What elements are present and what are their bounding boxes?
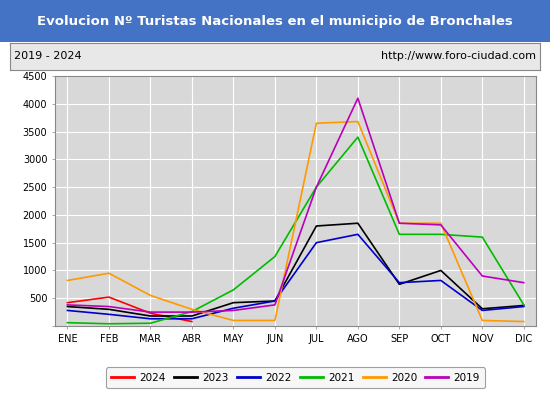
Text: 2019 - 2024: 2019 - 2024 [14, 51, 82, 61]
Legend: 2024, 2023, 2022, 2021, 2020, 2019: 2024, 2023, 2022, 2021, 2020, 2019 [106, 368, 485, 388]
Text: Evolucion Nº Turistas Nacionales en el municipio de Bronchales: Evolucion Nº Turistas Nacionales en el m… [37, 14, 513, 28]
Text: http://www.foro-ciudad.com: http://www.foro-ciudad.com [381, 51, 536, 61]
